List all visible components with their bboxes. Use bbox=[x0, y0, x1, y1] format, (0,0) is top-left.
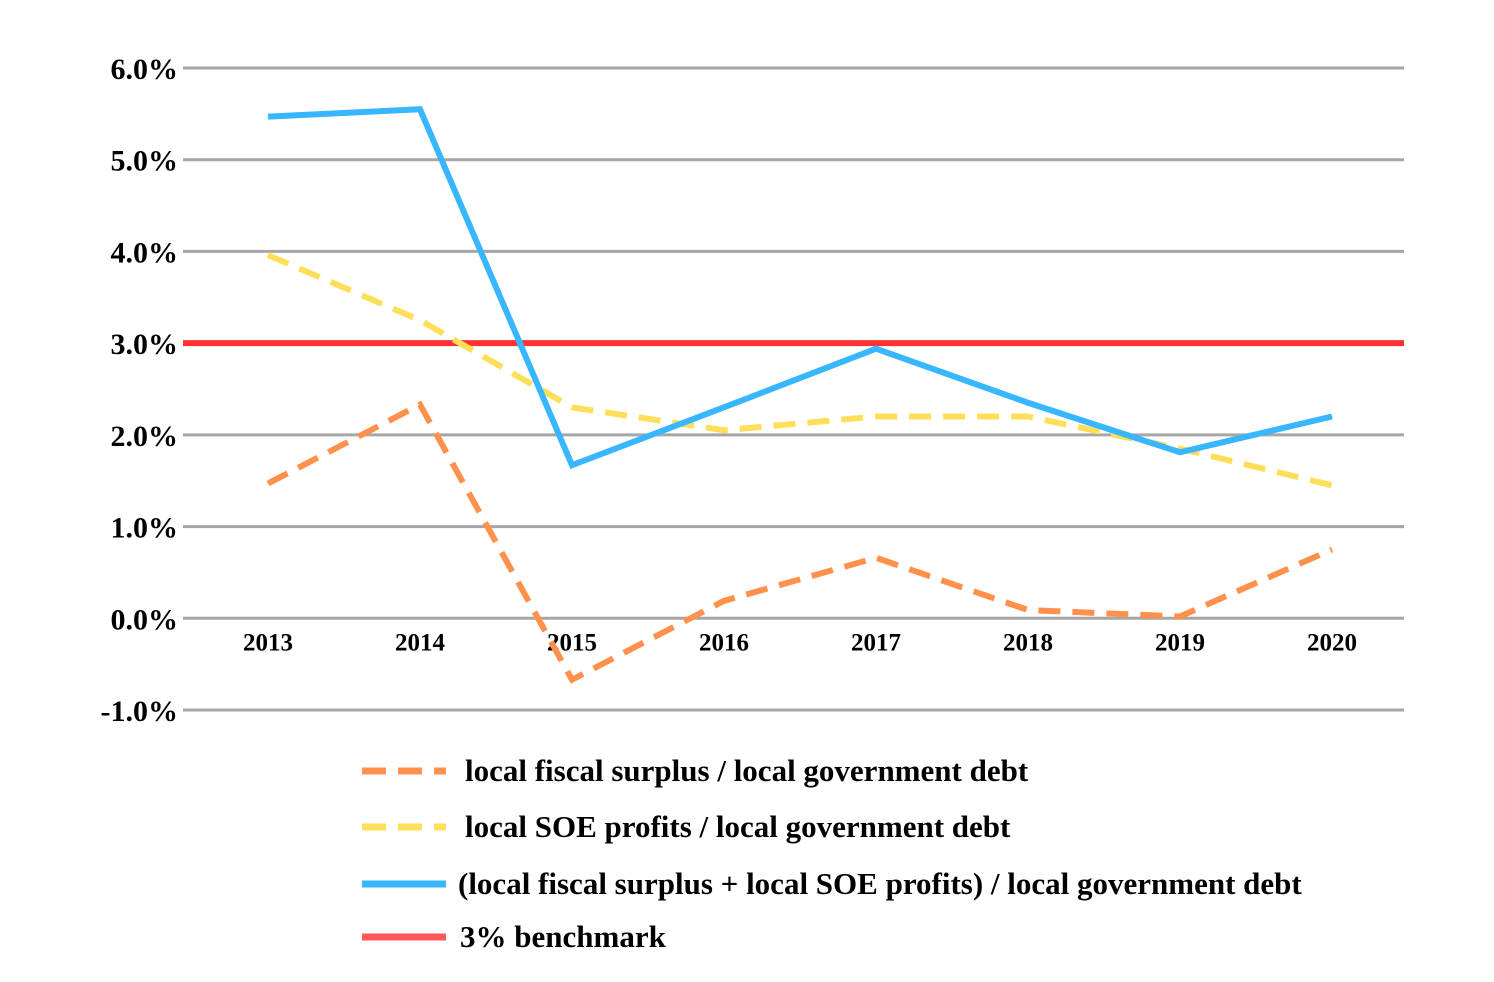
x-tick-label: 2016 bbox=[699, 629, 749, 656]
series-2-point bbox=[875, 348, 877, 350]
series-2-point bbox=[1331, 416, 1333, 418]
y-axis-tick-labels: 6.0% 5.0% 4.0% 3.0% 2.0% 1.0% 0.0% -1.0% bbox=[101, 53, 179, 728]
series-line-2 bbox=[267, 106, 1333, 469]
series-2-point bbox=[1179, 451, 1181, 453]
series-2-point bbox=[723, 406, 725, 408]
series-2-point bbox=[267, 116, 269, 118]
legend-label-0: local fiscal surplus / local government … bbox=[465, 753, 1029, 788]
y-tick-label: -1.0% bbox=[101, 695, 179, 728]
x-tick-label: 2020 bbox=[1307, 629, 1357, 656]
y-tick-label: 2.0% bbox=[111, 420, 179, 453]
legend: local fiscal surplus / local government … bbox=[362, 753, 1302, 954]
x-tick-label: 2019 bbox=[1155, 629, 1205, 656]
series-1-point bbox=[1027, 416, 1029, 418]
series-1-point bbox=[723, 429, 725, 431]
series-0-point bbox=[1027, 609, 1029, 611]
legend-label-1: local SOE profits / local government deb… bbox=[465, 809, 1011, 844]
series-1-point bbox=[571, 406, 573, 408]
series-line-0 bbox=[266, 400, 1334, 684]
x-tick-label: 2013 bbox=[243, 629, 293, 656]
series-2-point bbox=[419, 108, 421, 110]
x-tick-label: 2017 bbox=[851, 629, 901, 656]
x-axis-tick-labels: 2013 2014 2015 2016 2017 2018 2019 2020 bbox=[243, 629, 1357, 656]
series-1-point bbox=[875, 416, 877, 418]
legend-label-2: (local fiscal surplus + local SOE profit… bbox=[458, 866, 1302, 901]
y-tick-label: 0.0% bbox=[111, 603, 179, 636]
legend-label-3: 3% benchmark bbox=[460, 919, 667, 954]
series-lines bbox=[183, 106, 1404, 684]
x-tick-label: 2014 bbox=[395, 629, 446, 656]
series-1-point bbox=[267, 254, 269, 256]
x-tick-label: 2018 bbox=[1003, 629, 1053, 656]
series-0-point bbox=[419, 404, 421, 406]
series-1-point bbox=[1179, 448, 1181, 450]
y-tick-label: 3.0% bbox=[111, 328, 179, 361]
series-1-point bbox=[1331, 484, 1333, 486]
y-tick-label: 5.0% bbox=[111, 145, 179, 178]
series-0-point bbox=[267, 482, 269, 484]
series-0-point bbox=[571, 679, 573, 681]
series-1-point bbox=[419, 319, 421, 321]
series-0-point bbox=[723, 600, 725, 602]
y-tick-label: 1.0% bbox=[111, 512, 179, 545]
series-2-point bbox=[571, 464, 573, 466]
y-tick-label: 6.0% bbox=[111, 53, 179, 86]
series-2-point bbox=[1027, 402, 1029, 404]
series-0-point bbox=[1179, 615, 1181, 617]
y-tick-label: 4.0% bbox=[111, 236, 179, 269]
series-0-point bbox=[875, 557, 877, 559]
gridlines bbox=[183, 66, 1404, 712]
series-0-point bbox=[1331, 549, 1333, 550]
